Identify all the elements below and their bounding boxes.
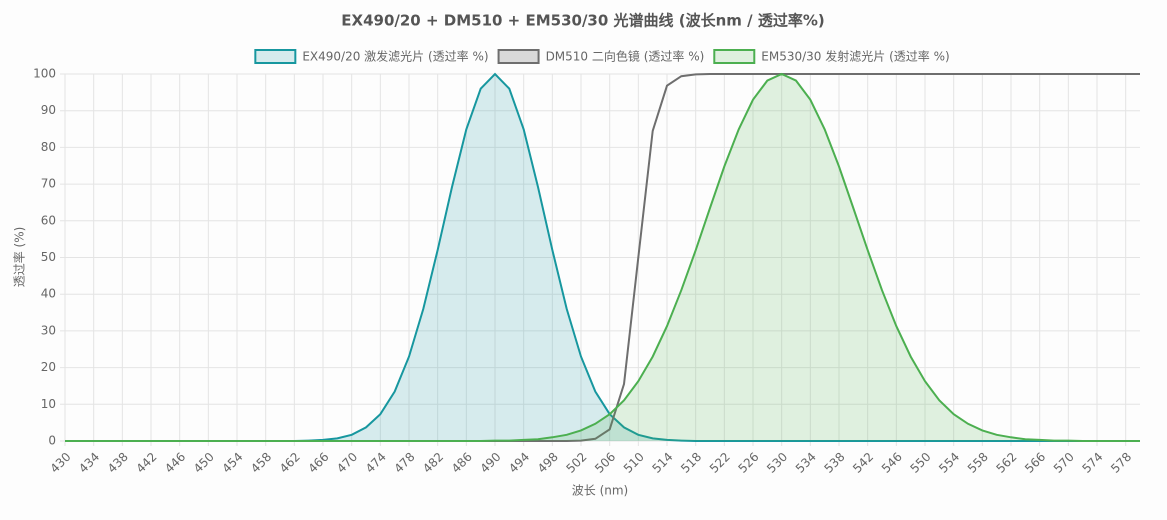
x-tick-label: 550	[907, 450, 933, 476]
x-tick-label: 510	[621, 450, 647, 476]
y-tick-label: 60	[41, 213, 56, 227]
x-tick-label: 474	[363, 450, 389, 476]
x-tick-label: 538	[821, 450, 847, 476]
x-tick-label: 506	[592, 450, 618, 476]
x-tick-label: 566	[1022, 450, 1048, 476]
y-tick-label: 30	[41, 323, 56, 337]
x-tick-label: 574	[1079, 450, 1105, 476]
x-tick-label: 578	[1108, 450, 1134, 476]
legend-swatch	[713, 49, 756, 64]
x-tick-label: 490	[477, 450, 503, 476]
x-tick-label: 502	[563, 450, 589, 476]
y-tick-label: 90	[41, 103, 56, 117]
y-tick-label: 70	[41, 177, 56, 191]
x-tick-label: 482	[420, 450, 446, 476]
x-tick-label: 442	[133, 450, 159, 476]
x-tick-label: 466	[305, 450, 331, 476]
x-tick-label: 462	[277, 450, 303, 476]
x-tick-label: 494	[506, 450, 532, 476]
x-tick-label: 454	[219, 450, 245, 476]
x-tick-label: 542	[850, 450, 876, 476]
chart-title: EX490/20 + DM510 + EM530/30 光谱曲线 (波长nm /…	[341, 12, 824, 30]
x-tick-label: 526	[735, 450, 761, 476]
x-tick-label: 518	[678, 450, 704, 476]
x-tick-label: 434	[76, 450, 102, 476]
x-tick-label: 438	[105, 450, 131, 476]
x-tick-label: 498	[535, 450, 561, 476]
y-tick-label: 20	[41, 360, 56, 374]
x-tick-label: 534	[793, 450, 819, 476]
legend-label: EX490/20 激发滤光片 (透过率 %)	[302, 49, 488, 64]
legend-label: EM530/30 发射滤光片 (透过率 %)	[761, 49, 949, 64]
y-tick-label: 40	[41, 287, 56, 301]
x-tick-label: 570	[1051, 450, 1077, 476]
y-tick-label: 80	[41, 140, 56, 154]
legend: EX490/20 激发滤光片 (透过率 %) DM510 二向色镜 (透过率 %)…	[254, 49, 950, 64]
x-axis-label: 波长 (nm)	[572, 484, 628, 498]
x-tick-label: 558	[965, 450, 991, 476]
y-tick-label: 10	[41, 397, 56, 411]
y-tick-label: 0	[48, 434, 56, 448]
x-tick-label: 530	[764, 450, 790, 476]
y-tick-label: 100	[33, 67, 56, 81]
x-tick-label: 486	[449, 450, 475, 476]
area	[65, 74, 1140, 441]
x-tick-label: 546	[879, 450, 905, 476]
x-tick-label: 430	[47, 450, 73, 476]
legend-swatch	[497, 49, 540, 64]
x-tick-label: 446	[162, 450, 188, 476]
y-axis-label: 透过率 (%)	[12, 227, 27, 288]
x-tick-label: 470	[334, 450, 360, 476]
y-tick-label: 50	[41, 250, 56, 264]
x-tick-label: 554	[936, 450, 962, 476]
x-tick-label: 450	[191, 450, 217, 476]
legend-swatch	[254, 49, 297, 64]
line	[65, 72, 1140, 442]
x-tick-label: 458	[248, 450, 274, 476]
x-tick-label: 478	[391, 450, 417, 476]
legend-label: DM510 二向色镜 (透过率 %)	[546, 49, 705, 64]
x-tick-label: 562	[993, 450, 1019, 476]
x-tick-label: 514	[649, 450, 675, 476]
x-tick-label: 522	[707, 450, 733, 476]
